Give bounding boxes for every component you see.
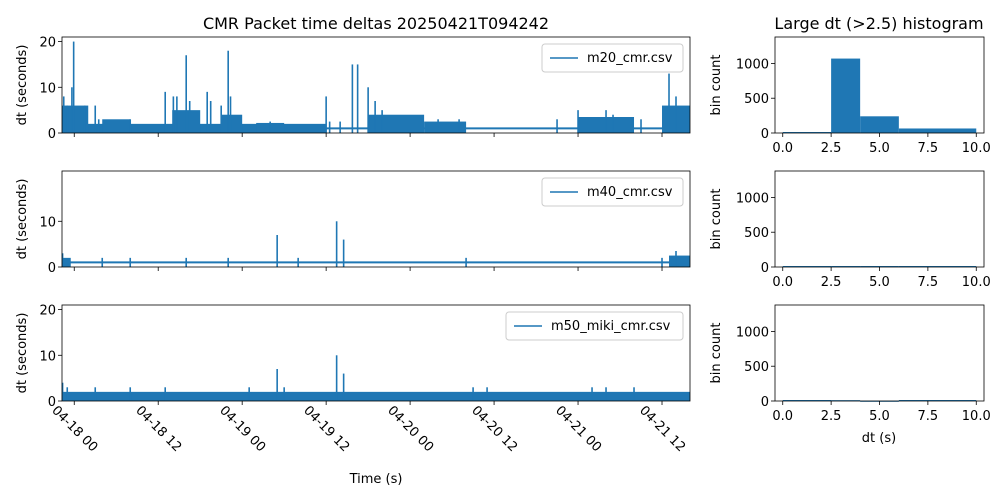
m20-histogram-y-tick-label: 1000 [736, 57, 769, 72]
m50-histogram-x-tick-label: 2.5 [821, 409, 842, 424]
m40-histogram-x-ticks: 0.0 2.5 5.0 7.5 10.0 [772, 267, 991, 290]
m20-histogram-bars [782, 58, 977, 133]
m20-histogram-bar [782, 132, 832, 133]
m20-histogram-x-tick-label: 0.0 [772, 141, 793, 156]
m20-histogram-bar [860, 116, 899, 133]
m50-y-tick-label: 0 [48, 395, 56, 410]
m50-histogram-y-label: bin count [709, 323, 724, 384]
m50-axes-frame [61, 304, 691, 402]
histogram-x-axis-label: dt (s) [862, 431, 896, 446]
m40-time-series-panel: 0 10 dt (seconds) m40_cmr.csv [15, 170, 691, 276]
m20-legend-box [541, 43, 684, 73]
m20-histogram-bar [831, 58, 861, 133]
m40-histogram-bar [831, 266, 861, 267]
m20-histogram-y-tick-label: 500 [744, 92, 769, 107]
m50-histogram-y-tick-label: 1000 [736, 325, 769, 340]
m40-histogram-x-tick-label: 0.0 [772, 275, 793, 290]
m40-histogram-bar [898, 266, 977, 267]
m40-histogram-y-tick-label: 1000 [736, 191, 769, 206]
m40-plot-layer [61, 221, 690, 267]
m50-legend-box [505, 311, 684, 341]
m50-histogram-x-ticks: 0.0 2.5 5.0 7.5 10.0 [772, 401, 991, 424]
m20-histogram-x-tick-label: 5.0 [869, 141, 890, 156]
m40-legend-box [541, 177, 684, 207]
m20-histogram-bar [898, 128, 977, 133]
m40-y-tick-label: 0 [48, 261, 56, 276]
m20-noisy-region [62, 105, 89, 133]
m40-histogram-frame [774, 170, 985, 268]
m20-histogram-x-ticks: 0.0 2.5 5.0 7.5 10.0 [772, 133, 991, 156]
histogram-title: Large dt (>2.5) histogram [774, 14, 983, 33]
time-series-title: CMR Packet time deltas 20250421T094242 [203, 14, 549, 33]
m20-noisy-region [424, 121, 467, 133]
m20-x-ticks [73, 133, 663, 137]
m50-histogram-x-tick-label: 10.0 [962, 409, 991, 424]
m50-histogram-y-tick-label: 500 [744, 360, 769, 375]
m40-histogram-y-label: bin count [709, 189, 724, 250]
m50-dense-band [62, 391, 690, 401]
m20-histogram-x-tick-label: 10.0 [962, 141, 991, 156]
m40-histogram-x-tick-label: 7.5 [918, 275, 939, 290]
m50-y-tick-label: 20 [39, 304, 56, 319]
m20-plot-layer [62, 41, 690, 133]
m40-histogram-y-tick-label: 500 [744, 226, 769, 241]
m50-y-ticks: 0 10 20 [39, 304, 62, 410]
m20-noisy-region [221, 114, 243, 133]
m50-legend: m50_miki_cmr.csv [505, 311, 684, 341]
m40-y-ticks: 0 10 [39, 215, 62, 276]
m50-y-axis-label: dt (seconds) [15, 313, 30, 394]
m40-y-axis-label: dt (seconds) [15, 179, 30, 260]
m40-histogram-x-tick-label: 2.5 [821, 275, 842, 290]
m20-legend-label: m20_cmr.csv [587, 51, 673, 66]
m40-legend: m40_cmr.csv [541, 177, 684, 207]
m20-y-tick-label: 10 [39, 81, 56, 96]
m20-axes-frame [61, 36, 691, 134]
m40-histogram-x-tick-label: 5.0 [869, 275, 890, 290]
m50-histogram-panel: 0 500 1000 0.0 2.5 5.0 7.5 10.0 bin count dt (… [709, 304, 991, 446]
m20-histogram-x-tick-label: 2.5 [821, 141, 842, 156]
m40-histogram-bar [782, 266, 832, 267]
m50-histogram-x-tick-label: 7.5 [918, 409, 939, 424]
m20-y-tick-label: 0 [48, 127, 56, 142]
m40-axes-frame [61, 170, 691, 268]
m50-legend-label: m50_miki_cmr.csv [551, 319, 671, 334]
m20-legend: m20_cmr.csv [541, 43, 684, 73]
m50-histogram-y-ticks: 0 500 1000 [736, 325, 775, 410]
m20-histogram-y-tick-label: 0 [761, 127, 769, 142]
m40-histogram-x-tick-label: 10.0 [962, 275, 991, 290]
m20-noisy-region [368, 114, 425, 133]
m50-histogram-y-tick-label: 0 [761, 395, 769, 410]
m20-histogram-frame [774, 36, 985, 134]
m40-noisy-region [669, 255, 690, 267]
m40-dense-band [62, 257, 71, 267]
m40-y-tick-label: 10 [39, 215, 56, 230]
time-x-axis-label: Time (s) [349, 472, 403, 487]
m20-noisy-region [102, 119, 131, 133]
m50-histogram-x-tick-label: 0.0 [772, 409, 793, 424]
m50-plot-layer [61, 355, 690, 401]
m40-x-ticks [73, 267, 663, 271]
m50-histogram-bar [898, 400, 977, 401]
m40-legend-label: m40_cmr.csv [587, 185, 673, 200]
m40-histogram-y-ticks: 0 500 1000 [736, 191, 775, 276]
m20-y-tick-label: 20 [39, 36, 56, 51]
m50-histogram-x-tick-label: 5.0 [869, 409, 890, 424]
m50-histogram-bar [782, 400, 832, 401]
m40-histogram-bar [860, 266, 899, 267]
m50-histogram-frame [774, 304, 985, 402]
m20-time-series-panel: 0 10 20 dt (seconds) m20_cmr.csv [15, 36, 691, 142]
m40-histogram-bars [782, 266, 977, 267]
m50-y-tick-label: 10 [39, 349, 56, 364]
m20-histogram-x-tick-label: 7.5 [918, 141, 939, 156]
m20-y-ticks: 0 10 20 [39, 36, 62, 142]
m20-histogram-panel: 0 500 1000 0.0 2.5 5.0 7.5 10.0 bin count [709, 36, 991, 156]
m40-histogram-panel: 0 500 1000 0.0 2.5 5.0 7.5 10.0 bin count [709, 170, 991, 290]
m20-histogram-y-label: bin count [709, 55, 724, 116]
m40-histogram-y-tick-label: 0 [761, 261, 769, 276]
m20-y-axis-label: dt (seconds) [15, 45, 30, 126]
m20-histogram-y-ticks: 0 500 1000 [736, 57, 775, 142]
